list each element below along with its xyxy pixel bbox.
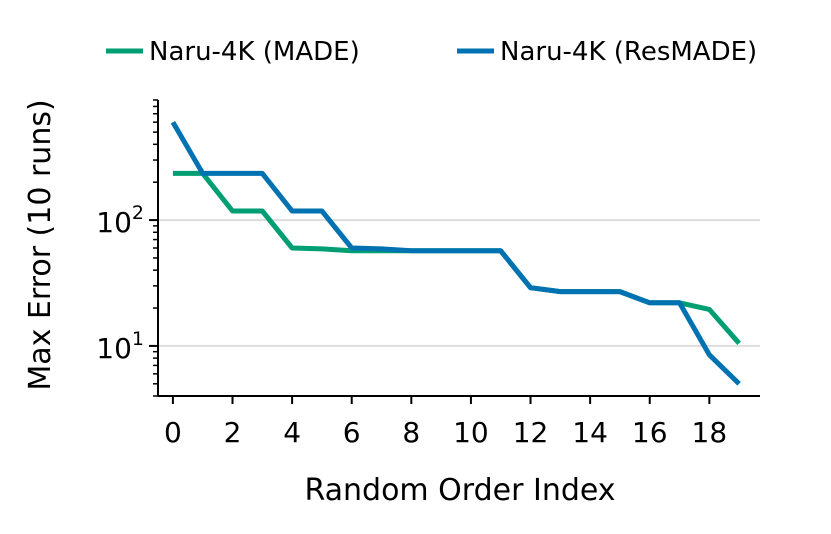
y-tick-label-base: 10 <box>96 206 132 239</box>
y-tick-label-exponent: 2 <box>132 202 144 224</box>
x-tick-label-6: 6 <box>343 416 361 449</box>
x-axis-title: Random Order Index <box>304 473 615 508</box>
x-tick-label-0: 0 <box>164 416 182 449</box>
legend-label-resmade: Naru-4K (ResMADE) <box>500 37 757 67</box>
legend-label-made: Naru-4K (MADE) <box>149 37 360 67</box>
axes <box>157 100 760 397</box>
x-tick-label-8: 8 <box>402 416 420 449</box>
y-axis-title: Max Error (10 runs) <box>23 99 58 390</box>
series-line-1 <box>170 120 741 386</box>
series-lines <box>170 120 741 386</box>
x-tick-label-12: 12 <box>513 416 549 449</box>
x-tick-label-10: 10 <box>453 416 489 449</box>
x-tick-label-2: 2 <box>224 416 242 449</box>
x-ticks: 0 2 4 6 8 10 12 14 16 18 <box>164 396 727 449</box>
y-tick-label-10: 101 <box>96 328 144 365</box>
legend: Naru-4K (MADE) Naru-4K (ResMADE) <box>106 37 757 67</box>
x-tick-label-14: 14 <box>572 416 608 449</box>
y-tick-label-base: 10 <box>96 332 132 365</box>
x-tick-label-18: 18 <box>692 416 728 449</box>
y-tick-label-100: 102 <box>96 202 144 239</box>
y-tick-label-exponent: 1 <box>132 328 144 350</box>
grid-lines <box>158 219 760 347</box>
x-tick-label-4: 4 <box>283 416 301 449</box>
x-tick-label-16: 16 <box>632 416 668 449</box>
series-line-0 <box>172 170 741 345</box>
